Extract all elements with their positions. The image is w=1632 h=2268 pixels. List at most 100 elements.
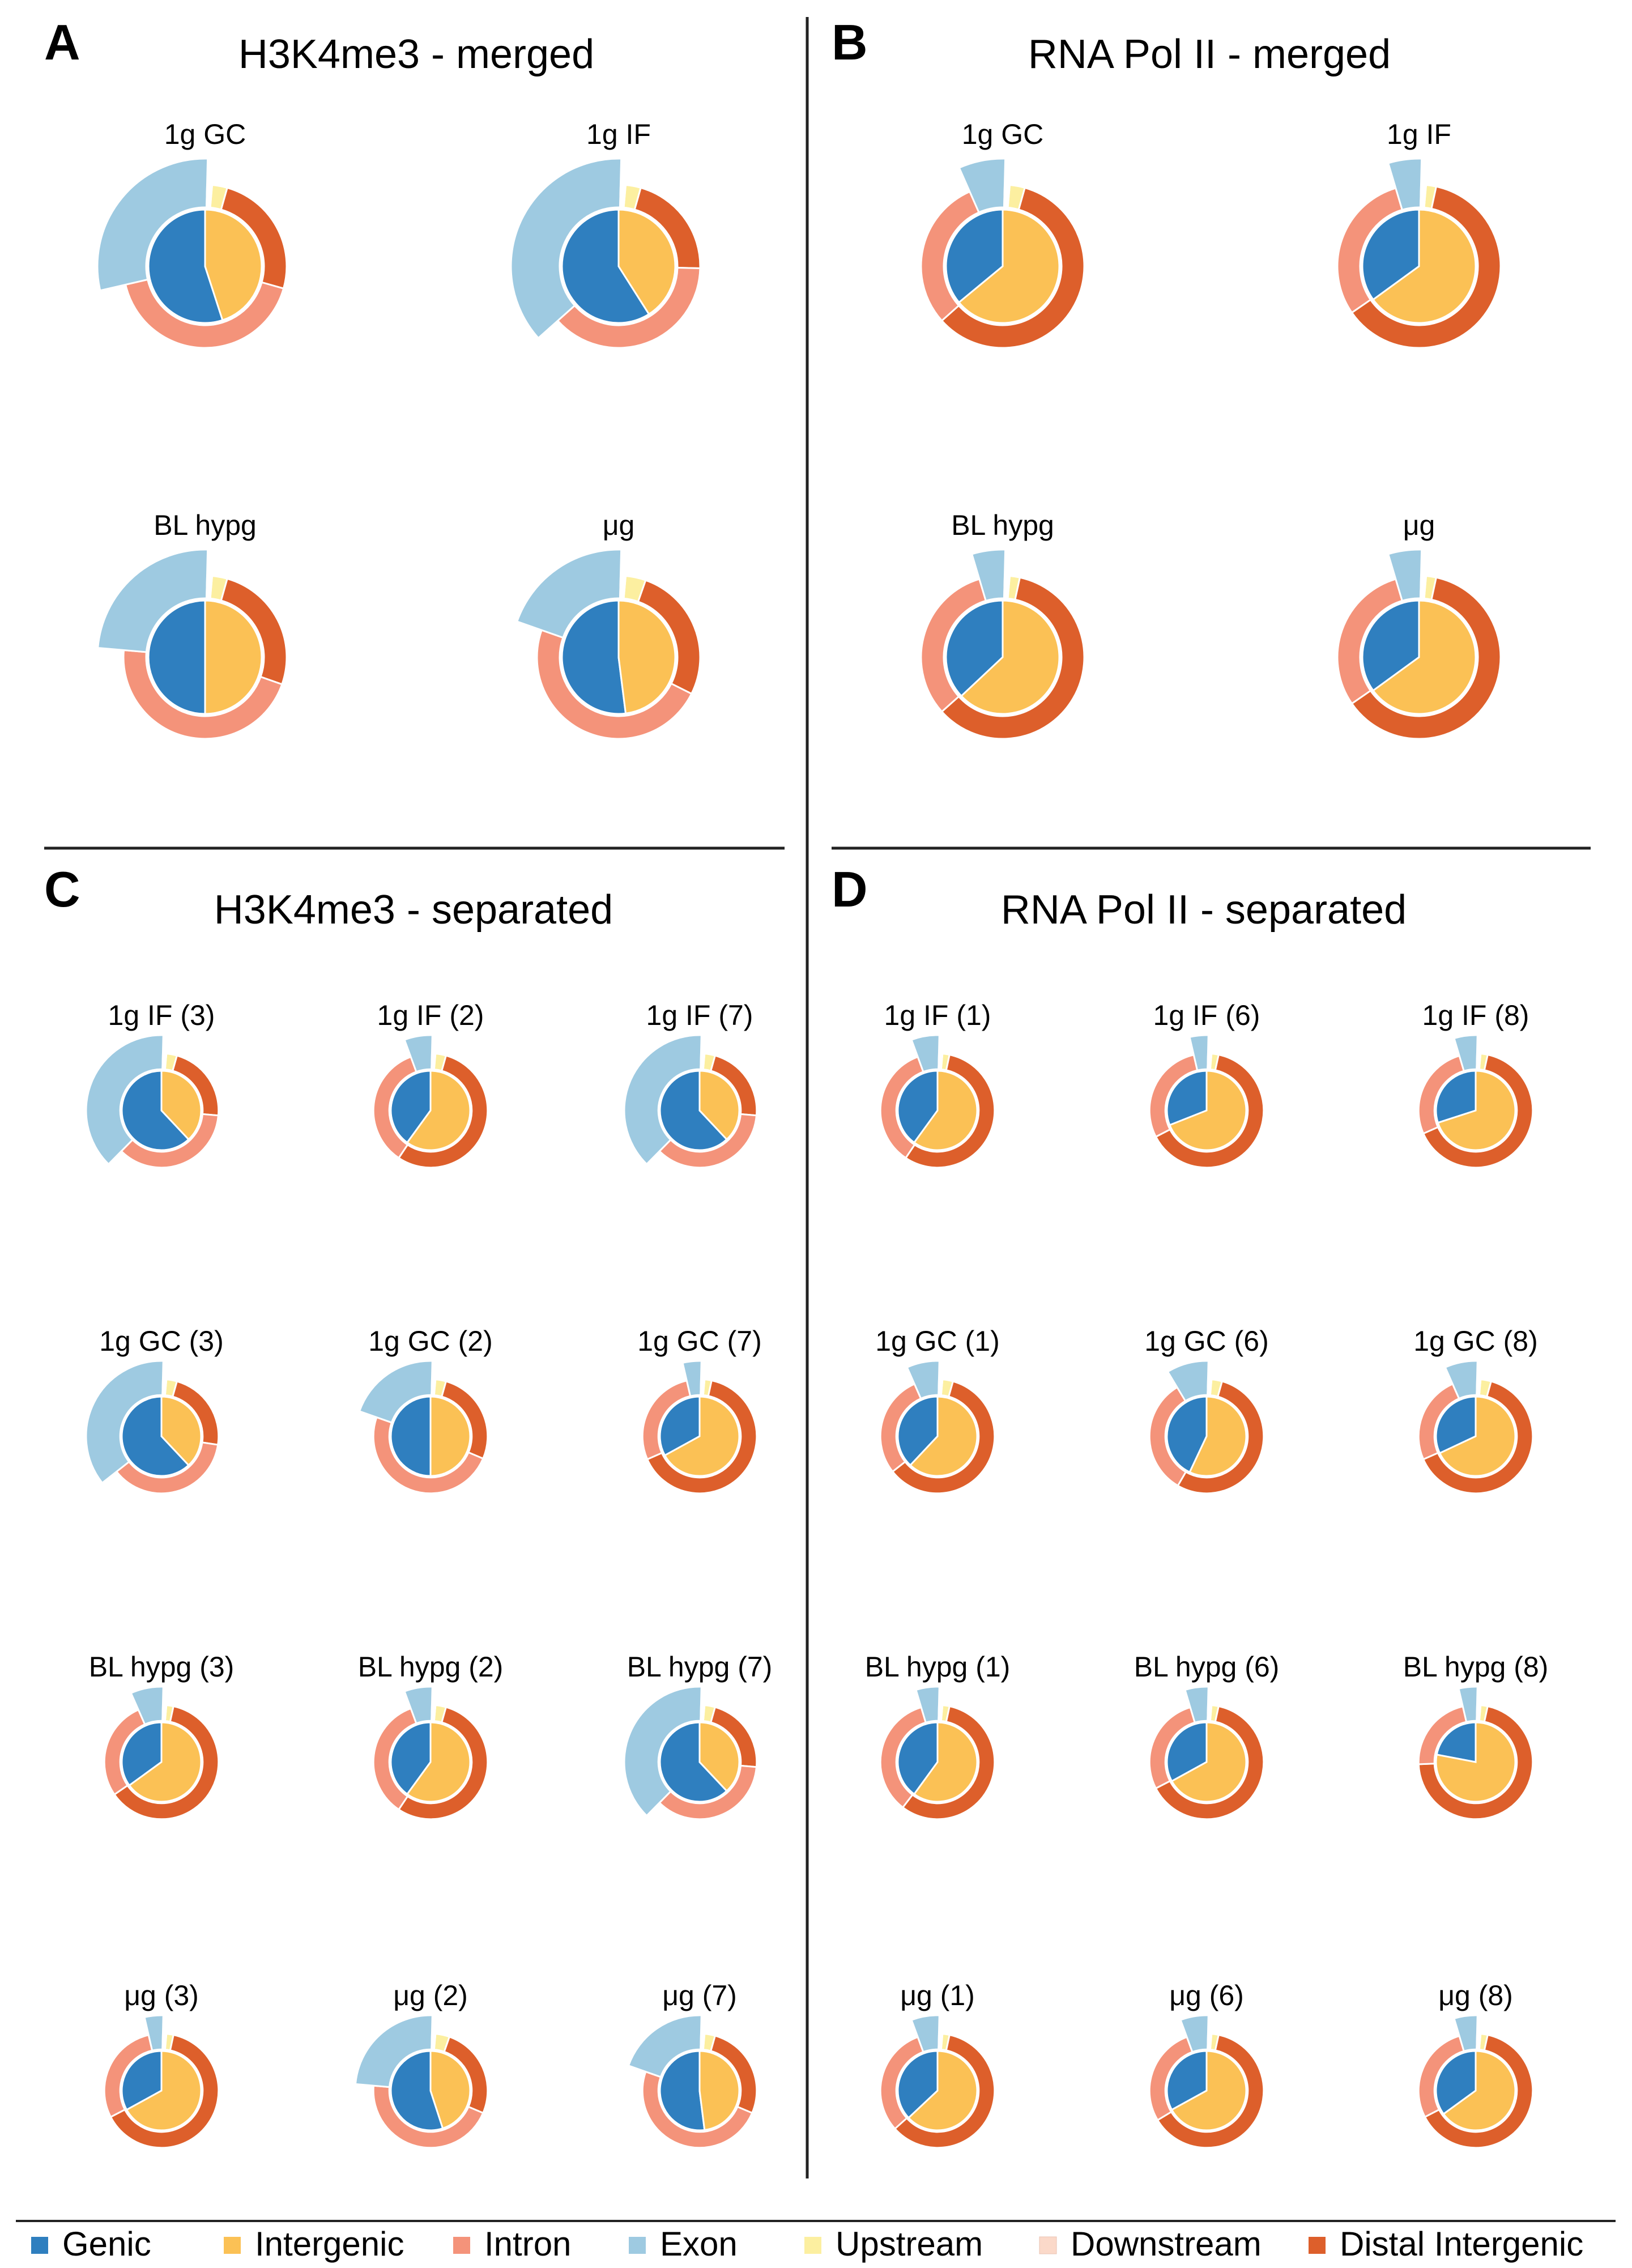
donut-bl-hypg <box>920 548 1085 740</box>
donut-1g-gc <box>920 158 1085 349</box>
outer-slice-downstream <box>1420 184 1428 209</box>
outer-slice-distal-intergenic <box>1422 1380 1534 1495</box>
outer-slice-downstream <box>161 1704 168 1722</box>
panel-title: H3K4me3 - merged <box>238 32 594 77</box>
panel-a: A H3K4me3 - merged 1g GC 1g IF BL hypg μg <box>44 14 701 740</box>
legend-swatch-genic <box>31 2237 48 2254</box>
outer-slice-distal-intergenic <box>893 2033 996 2149</box>
outer-slice-downstream <box>431 2032 437 2051</box>
inner-slice-genic <box>390 1395 432 1477</box>
donut-label-mug-8: μg (8) <box>1438 1980 1513 2011</box>
donut-label-bl-hypg-3: BL hypg (3) <box>89 1651 235 1683</box>
outer-slice-exon <box>1453 1034 1478 1073</box>
donut-label-mug-7: μg (7) <box>662 1980 737 2011</box>
legend-swatch-downstream <box>1039 2236 1057 2254</box>
outer-slice-downstream <box>700 2032 706 2051</box>
donut-label-mug-6: μg (6) <box>1169 1980 1244 2011</box>
donut-bl-hypg-7 <box>623 1686 758 1820</box>
panel-letter: B <box>832 14 868 70</box>
inner-slice-genic <box>121 1721 163 1787</box>
outer-slice-downstream <box>1476 1052 1482 1071</box>
outer-slice-downstream <box>431 1704 437 1722</box>
donut-bl-hypg-6 <box>1148 1686 1265 1820</box>
outer-slice-downstream <box>700 1704 706 1722</box>
donut-1g-gc-8 <box>1417 1360 1534 1495</box>
outer-slice-exon <box>85 1360 164 1484</box>
donut-label-1g-if: 1g IF <box>1387 118 1451 150</box>
outer-slice-downstream <box>938 1378 944 1397</box>
donut-mug-3 <box>103 2014 220 2149</box>
inner-slice-genic <box>1435 1070 1477 1124</box>
legend-label-exon: Exon <box>660 2225 738 2263</box>
inner-slice-genic <box>1166 1721 1208 1782</box>
legend-label-upstream: Upstream <box>836 2225 983 2263</box>
outer-slice-distal-intergenic <box>1177 1380 1265 1495</box>
donut-mug-7 <box>627 2014 758 2149</box>
outer-slice-exon <box>96 158 209 292</box>
legend-label-intron: Intron <box>484 2225 571 2263</box>
outer-slice-distal-intergenic <box>109 2033 220 2149</box>
inner-slice-genic <box>659 1721 728 1803</box>
legend-swatch-exon <box>629 2237 646 2254</box>
inner-slice-intergenic <box>204 208 263 321</box>
donut-label-1g-if-1: 1g IF (1) <box>884 999 991 1031</box>
donut-bl-hypg-1 <box>879 1686 996 1820</box>
outer-slice-downstream <box>1003 575 1011 600</box>
outer-slice-downstream <box>431 1052 437 1071</box>
inner-slice-genic <box>897 1070 939 1144</box>
donut-1g-if-1 <box>879 1034 996 1169</box>
outer-slice-exon <box>1166 1360 1209 1402</box>
outer-slice-distal-intergenic <box>940 576 1085 740</box>
panel-title: RNA Pol II - separated <box>1001 887 1407 933</box>
outer-slice-exon <box>906 1360 940 1400</box>
outer-slice-distal-intergenic <box>1424 2033 1534 2149</box>
donut-mug <box>515 548 701 740</box>
outer-slice-exon <box>623 1034 702 1165</box>
outer-slice-exon <box>1444 1360 1478 1400</box>
donut-label-bl-hypg-6: BL hypg (6) <box>1134 1651 1280 1683</box>
outer-slice-intron <box>556 267 701 349</box>
outer-slice-exon <box>1184 1686 1209 1724</box>
outer-slice-exon <box>958 158 1007 214</box>
outer-slice-downstream <box>206 575 214 600</box>
outer-slice-distal-intergenic <box>1154 1705 1265 1820</box>
donut-label-1g-if: 1g IF <box>586 118 651 150</box>
donut-label-1g-gc-8: 1g GC (8) <box>1413 1325 1538 1357</box>
outer-slice-exon <box>1179 2014 1209 2053</box>
inner-slice-genic <box>121 2050 163 2111</box>
outer-slice-downstream <box>1420 575 1428 600</box>
donut-1g-if-3 <box>85 1034 220 1169</box>
inner-slice-intergenic <box>1435 1721 1516 1803</box>
panel-letter: C <box>44 861 80 917</box>
outer-slice-downstream <box>161 1378 168 1397</box>
outer-slice-downstream <box>938 1704 944 1722</box>
legend-swatch-intergenic <box>224 2237 241 2254</box>
outer-slice-exon <box>85 1034 164 1165</box>
inner-slice-intergenic <box>617 208 676 316</box>
outer-slice-intron <box>372 2084 484 2149</box>
donut-label-mug-3: μg (3) <box>124 1980 199 2011</box>
panel-d: D RNA Pol II - separated 1g IF (1) 1g IF (6… <box>832 861 1548 2149</box>
inner-slice-genic <box>1166 2050 1208 2111</box>
outer-slice-distal-intergenic <box>113 1705 220 1820</box>
outer-slice-distal-intergenic <box>904 1053 996 1169</box>
inner-slice-genic <box>659 1395 701 1457</box>
donut-1g-if <box>510 158 701 349</box>
outer-slice-intron <box>372 1416 484 1495</box>
inner-slice-intergenic <box>913 1070 978 1151</box>
outer-slice-exon <box>1387 548 1423 602</box>
inner-slice-genic <box>147 208 224 324</box>
outer-slice-exon <box>1387 158 1423 211</box>
inner-slice-intergenic <box>429 1395 471 1477</box>
inner-slice-intergenic <box>1372 599 1477 715</box>
inner-slice-intergenic <box>913 1721 978 1803</box>
donut-1g-gc-6 <box>1148 1360 1265 1495</box>
inner-slice-genic <box>147 599 206 715</box>
donut-mug-1 <box>879 2014 996 2149</box>
donut-1g-gc-7 <box>641 1360 758 1495</box>
donut-bl-hypg-8 <box>1417 1686 1534 1820</box>
donut-1g-if-2 <box>372 1034 489 1169</box>
outer-slice-exon <box>623 1686 702 1817</box>
outer-slice-downstream <box>938 2032 944 2051</box>
